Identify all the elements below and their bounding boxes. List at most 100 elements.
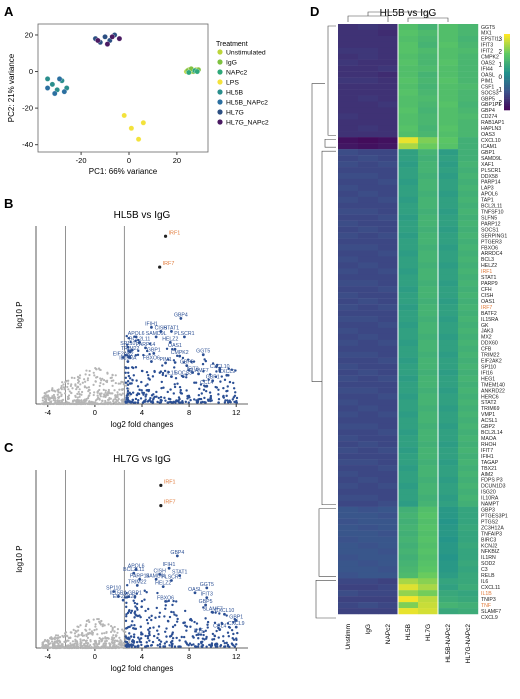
volcano-point-ns — [69, 642, 72, 645]
heatmap-cell — [458, 465, 479, 472]
heatmap-cell — [438, 566, 459, 573]
volcano-point-sig — [235, 396, 239, 400]
heatmap-legend-swatch — [504, 34, 510, 37]
volcano-point-ns — [67, 639, 70, 642]
volcano-point-ns — [72, 399, 75, 402]
heatmap-cell — [378, 214, 399, 221]
heatmap-cell — [418, 214, 439, 221]
heatmap-cell — [378, 208, 399, 215]
volcano-gene-point — [218, 368, 222, 372]
heatmap-legend-swatch — [504, 81, 510, 84]
volcano-point-sig — [144, 609, 147, 613]
heatmap-cell — [378, 125, 399, 132]
heatmap-cell — [438, 310, 459, 317]
heatmap-cell — [338, 220, 359, 227]
pca-x-axis-label: PC1: 66% variance — [89, 167, 158, 176]
volcano-point-sig — [165, 640, 168, 643]
heatmap-cell — [378, 357, 399, 364]
volcano-point-sig — [129, 635, 133, 638]
heatmap-cell — [398, 214, 419, 221]
volcano-point-ns — [114, 400, 118, 404]
volcano-point-ns — [64, 402, 67, 406]
volcano-point-sig — [158, 615, 161, 619]
volcano-point-ns — [94, 623, 97, 626]
heatmap-cell — [358, 596, 379, 603]
heatmap-cell — [338, 173, 359, 180]
heatmap-cell — [378, 554, 399, 561]
volcano-point-ns — [62, 402, 65, 406]
volcano-point-ns — [106, 402, 109, 405]
volcano-point-sig — [125, 584, 129, 587]
heatmap-cell — [338, 375, 359, 382]
volcano-point-ns — [77, 629, 80, 632]
heatmap-cell — [418, 435, 439, 442]
volcano-point-ns — [102, 378, 106, 382]
volcano-point-sig — [182, 361, 185, 364]
volcano-gene-label: IFIT3 — [201, 592, 213, 598]
volcano-point-sig — [228, 645, 231, 648]
volcano-point-sig — [162, 645, 165, 648]
heatmap-cell — [378, 387, 399, 394]
volcano-point-ns — [93, 402, 96, 405]
heatmap-gene-label: BCL2L11 — [481, 204, 502, 210]
volcano-point-ns — [120, 644, 123, 647]
heatmap-cell — [418, 184, 439, 192]
volcano-point-ns — [63, 646, 67, 649]
heatmap-gene-label: MAOA — [481, 436, 497, 442]
heatmap-cell — [378, 262, 399, 269]
heatmap-cell — [338, 566, 359, 573]
heatmap-legend-swatch — [504, 54, 510, 58]
heatmap-cell — [438, 262, 459, 269]
volcano-point-ns — [73, 632, 77, 635]
volcano-gene-label: CISH — [155, 325, 168, 331]
volcano-point-sig — [185, 389, 188, 392]
heatmap-cell — [438, 143, 459, 150]
heatmap-cell — [418, 226, 439, 233]
volcano-point-sig — [135, 640, 139, 644]
heatmap-cell — [338, 47, 359, 54]
volcano-point-ns — [43, 392, 46, 395]
heatmap-gene-label: IFIH1 — [481, 454, 494, 460]
heatmap-legend-tick-label: -1 — [496, 87, 502, 94]
volcano-point-sig — [128, 609, 131, 612]
heatmap-cell — [358, 327, 379, 335]
volcano-point-ns — [108, 402, 112, 405]
volcano-point-sig — [140, 389, 143, 392]
volcano-point-ns — [41, 641, 44, 645]
volcano-point-sig — [135, 602, 139, 606]
volcano-point-ns — [49, 401, 52, 404]
volcano-point-sig — [227, 367, 230, 370]
heatmap-gene-label: RAB1AP1 — [481, 120, 504, 126]
heatmap-cell — [438, 447, 459, 454]
heatmap-cell — [398, 345, 419, 352]
heatmap-cell — [398, 77, 419, 84]
pca-legend-swatch — [217, 119, 223, 125]
heatmap-gene-label: IL10RA — [481, 496, 499, 502]
heatmap-cell — [338, 161, 359, 168]
heatmap-cell — [398, 316, 419, 323]
heatmap-gene-label: TAP1 — [481, 198, 494, 204]
heatmap-cell — [458, 500, 479, 507]
heatmap-cell — [358, 411, 379, 418]
heatmap-cell — [338, 459, 359, 466]
heatmap-cell — [438, 423, 459, 430]
heatmap-gene-label: IL15RA — [481, 317, 499, 323]
pca-legend-title: Treatment — [216, 41, 248, 48]
heatmap-cell — [418, 280, 439, 287]
heatmap-gene-label: RHOH — [481, 442, 497, 448]
volcano-point-ns — [98, 384, 101, 388]
volcano-gene-label: CXCL10 — [215, 608, 235, 614]
volcano-point-ns — [88, 373, 91, 377]
heatmap-cell — [418, 107, 439, 114]
heatmap-column-label: HL7G — [425, 624, 432, 641]
volcano-point-ns — [93, 628, 96, 632]
volcano-point-ns — [122, 641, 125, 645]
heatmap-cell — [438, 488, 459, 496]
heatmap-cell — [338, 65, 359, 72]
heatmap-cell — [458, 351, 479, 358]
heatmap-cell — [418, 560, 439, 567]
heatmap-cell — [378, 584, 399, 591]
heatmap-cell — [358, 29, 379, 37]
volcano-point-ns — [86, 397, 90, 400]
volcano-point-sig — [125, 615, 128, 618]
